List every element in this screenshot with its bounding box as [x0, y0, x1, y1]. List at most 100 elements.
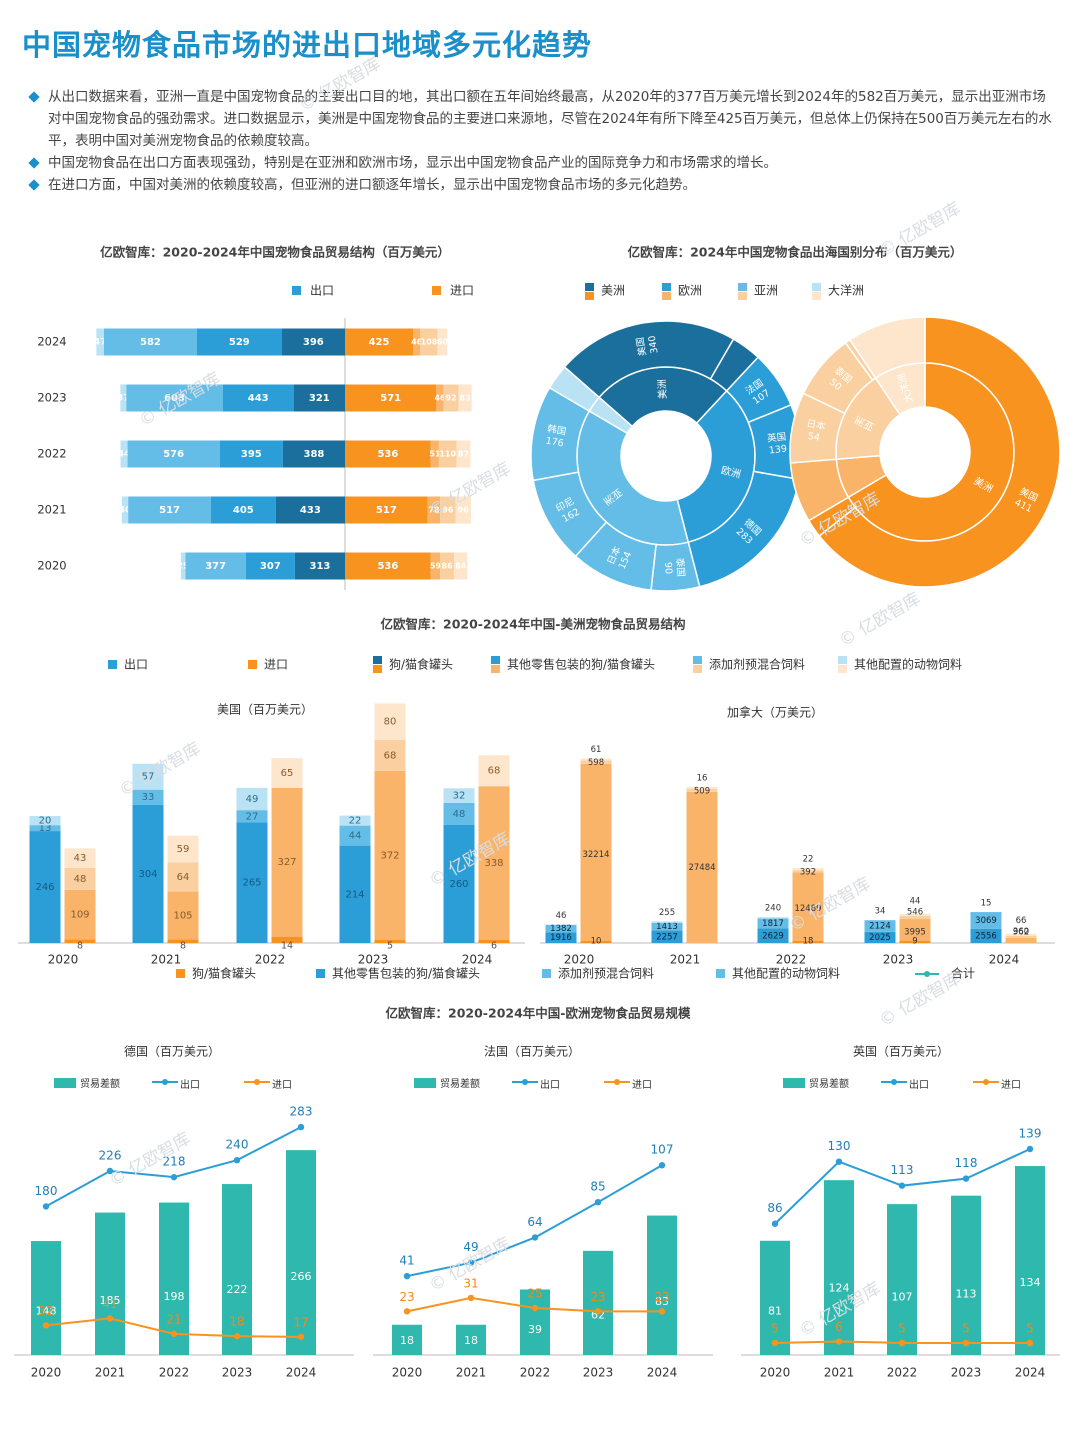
data-label: 107 — [892, 1291, 913, 1304]
export-bar-segment — [757, 917, 789, 919]
data-label: 18 — [803, 937, 814, 947]
data-label: 536 — [377, 561, 398, 572]
legend-swatch — [812, 292, 821, 300]
export-bar-segment — [180, 552, 186, 580]
import-point — [467, 1294, 475, 1302]
import-bar-segment — [345, 552, 431, 580]
legend-label: 合计 — [951, 966, 975, 981]
import-bar-segment — [686, 787, 718, 790]
legend-label: 大洋洲 — [828, 283, 864, 298]
export-point — [403, 1272, 411, 1280]
x-tick-label: 2022 — [887, 1366, 918, 1380]
data-label: 1817 — [762, 919, 784, 929]
export-bar-segment — [236, 787, 268, 811]
x-tick-label: 2022 — [255, 953, 286, 967]
data-label: 2629 — [762, 931, 784, 941]
legend-marker — [891, 1079, 897, 1085]
export-bar-segment — [96, 328, 104, 356]
x-tick-label: 2024 — [286, 1366, 317, 1380]
data-label: 84 — [455, 562, 467, 571]
import-point — [531, 1304, 539, 1312]
import-bar-segment — [792, 868, 824, 871]
import-point — [233, 1332, 241, 1340]
import-bar-segment — [345, 328, 413, 356]
export-bar-segment — [443, 802, 475, 825]
slice-label: 美洲 — [655, 379, 669, 400]
legend-swatch — [316, 969, 325, 978]
panel-subtitle: 法国（百万美元） — [484, 1045, 580, 1059]
balance-bar — [392, 1324, 422, 1355]
legend-label: 进口 — [264, 658, 288, 672]
import-bar-segment — [1005, 933, 1037, 936]
legend-label: 进口 — [1001, 1079, 1021, 1091]
data-label: 1916 — [550, 933, 572, 943]
import-bar-segment — [271, 758, 303, 788]
data-label: 12489 — [794, 904, 821, 914]
data-label: 185 — [100, 1294, 121, 1307]
data-label: 1413 — [656, 922, 678, 932]
x-tick-label: 2024 — [989, 953, 1020, 967]
data-label: 18 — [464, 1334, 478, 1347]
legend-label: 贸易差额 — [440, 1077, 480, 1090]
slice-value: 139 — [768, 444, 787, 457]
data-label: 405 — [233, 505, 254, 516]
data-label: 22 — [803, 855, 814, 865]
export-point — [170, 1173, 178, 1181]
export-bar-segment — [970, 912, 1002, 929]
x-tick-label: 2023 — [883, 953, 914, 967]
panel-subtitle: 德国（百万美元） — [124, 1044, 220, 1059]
slice-label: 韩国 — [546, 423, 567, 438]
x-tick-label: 2024 — [462, 953, 493, 967]
data-label: 2257 — [656, 932, 678, 942]
data-label: 46 — [434, 394, 446, 403]
export-bar-segment — [757, 918, 789, 929]
data-label: 31 — [463, 1276, 478, 1290]
data-label: 39 — [528, 1323, 542, 1336]
export-bar-segment — [120, 384, 127, 412]
data-label: 3995 — [904, 928, 926, 938]
data-label: 13 — [39, 823, 52, 834]
summary-bullet: 中国宠物食品在出口方面表现强劲，特别是在亚洲和欧洲市场，显示出中国宠物食品产业的… — [28, 152, 1058, 174]
legend-label: 出口 — [909, 1078, 929, 1091]
data-label: 2124 — [869, 922, 891, 932]
data-label: 962 — [1013, 928, 1029, 938]
data-label: 603 — [164, 393, 185, 404]
y-tick-label: 2021 — [37, 503, 66, 517]
x-tick-label: 2021 — [824, 1366, 855, 1380]
data-label: 2025 — [869, 933, 891, 943]
export-bar-segment — [970, 928, 1002, 943]
watermark: © 亿欧智库 — [836, 589, 924, 652]
data-label: 255 — [659, 908, 675, 918]
data-label: 49 — [246, 794, 259, 805]
import-bar-segment — [167, 891, 199, 940]
data-label: 96 — [442, 506, 454, 515]
import-bar-segment — [580, 760, 612, 764]
legend-label: 亚洲 — [754, 284, 778, 298]
data-label: 5 — [387, 941, 393, 952]
data-label: 5 — [1026, 1321, 1034, 1335]
export-bar-segment — [197, 328, 282, 356]
summary-bullet: 在进口方面，中国对美洲的依赖度较高，但亚洲的进口额逐年增长，显示出中国宠物食品市… — [28, 174, 1058, 196]
legend-swatch — [491, 656, 500, 664]
data-label: 32214 — [582, 850, 609, 860]
data-label: 20 — [39, 816, 52, 827]
data-label: 34 — [875, 906, 886, 916]
data-label: 46 — [411, 338, 423, 347]
panel-subtitle: 英国（百万美元） — [853, 1045, 949, 1059]
export-bar-segment — [245, 552, 295, 580]
data-label: 395 — [241, 449, 262, 460]
legend-swatch — [292, 286, 301, 295]
import-bar-segment — [64, 867, 96, 890]
data-label: 27 — [246, 811, 259, 822]
data-label: 65 — [281, 768, 294, 779]
export-bar-segment — [128, 496, 211, 524]
data-label: 246 — [35, 882, 54, 893]
balance-bar — [456, 1324, 486, 1355]
balance-bar — [1015, 1166, 1045, 1355]
x-tick-label: 2023 — [583, 1366, 614, 1380]
data-label: 5 — [898, 1321, 906, 1335]
import-bar-segment — [792, 872, 824, 941]
